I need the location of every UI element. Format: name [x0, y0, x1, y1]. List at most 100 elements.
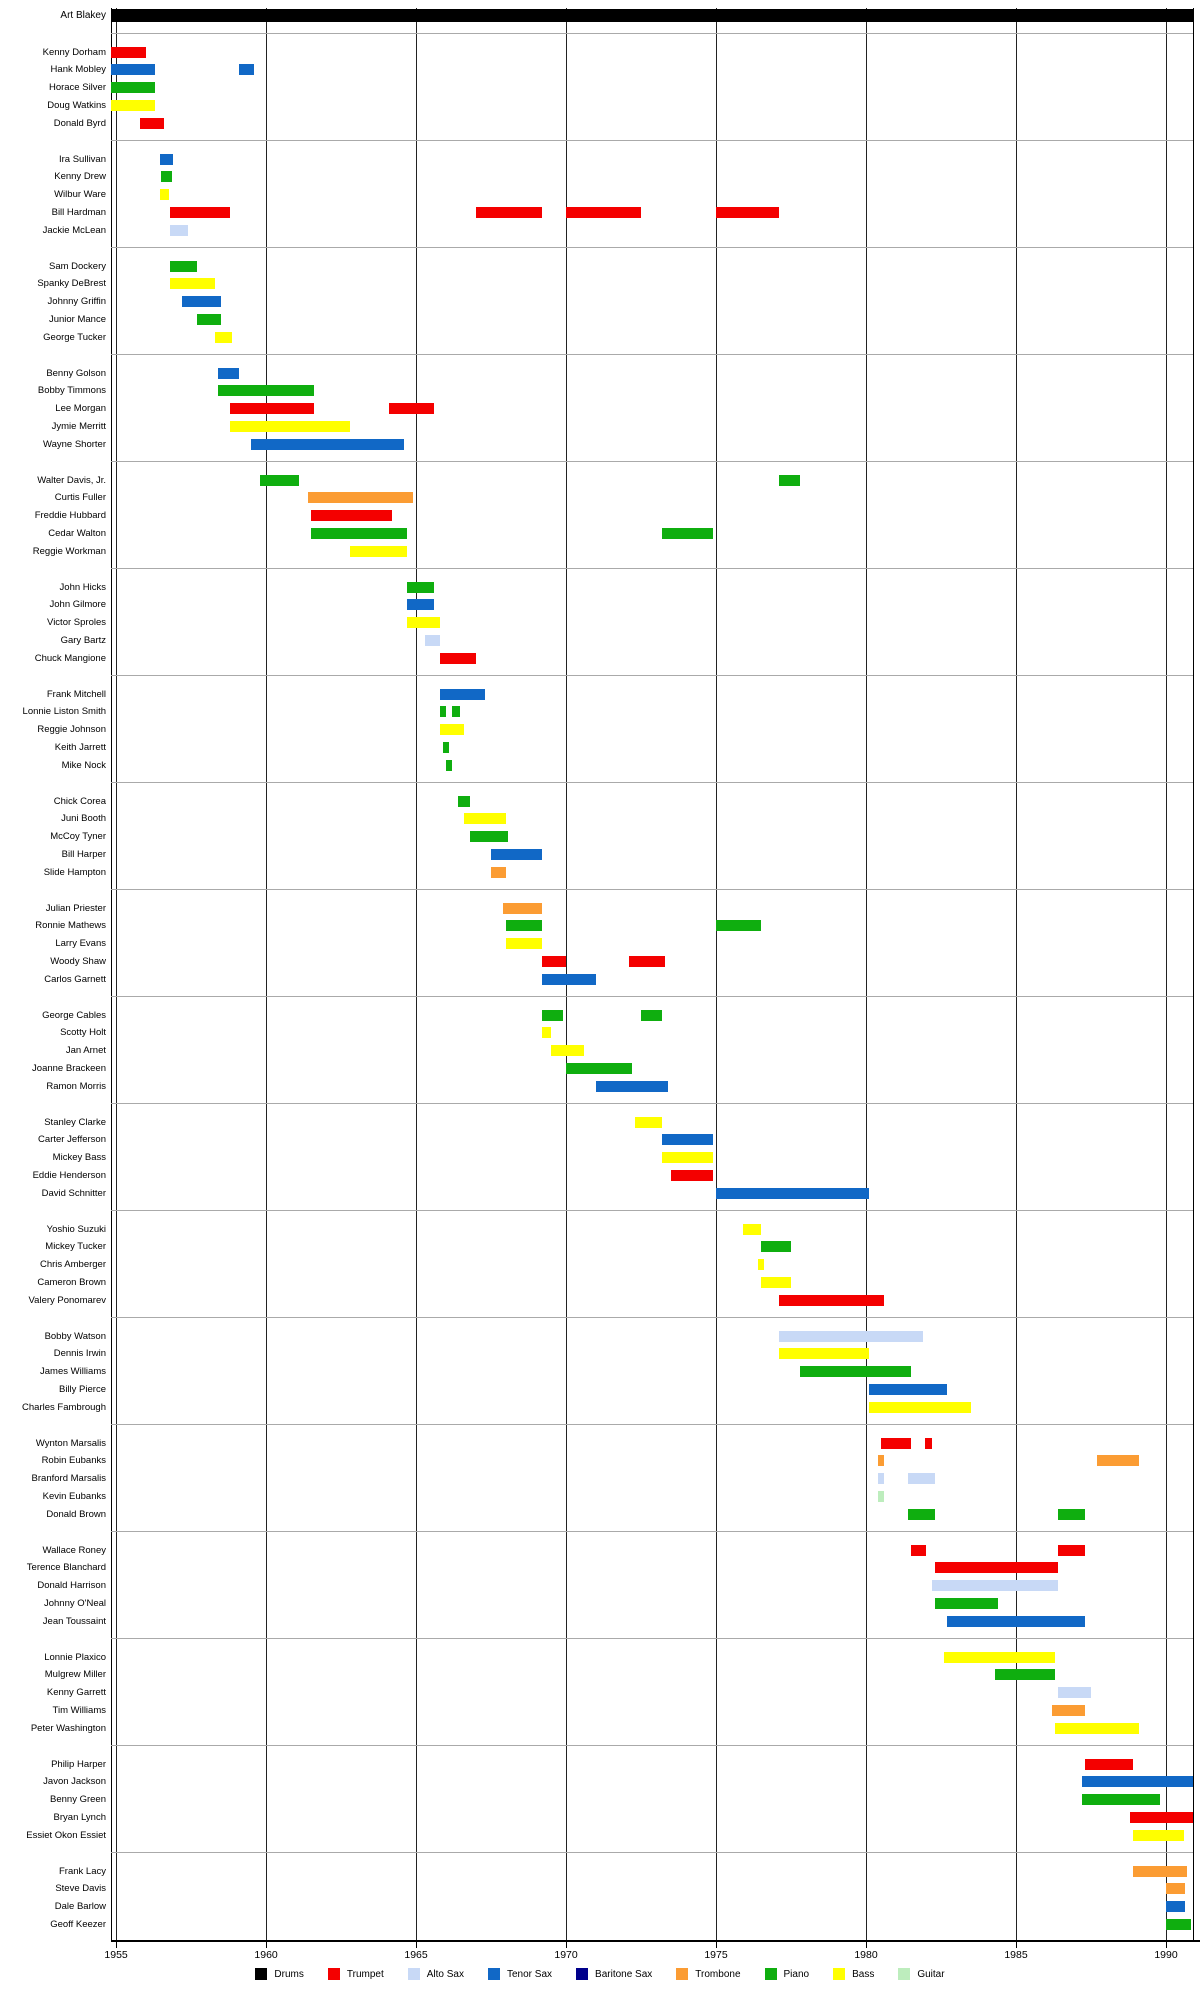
legend: Drums Trumpet Alto Sax Tenor Sax Baritone Sa… — [0, 1968, 1200, 1980]
timeline-bar-tenor — [1166, 1901, 1186, 1913]
member-row-label: Doug Watkins — [47, 99, 106, 111]
group-separator-2 — [111, 247, 1193, 248]
legend-item-guitar: Guitar — [898, 1968, 945, 1980]
member-row-label: Donald Harrison — [37, 1580, 106, 1592]
x-axis-tick-1975 — [716, 1940, 718, 1948]
plot-left-border — [111, 8, 112, 1940]
timeline-bar-bass — [551, 1045, 585, 1057]
timeline-bar-alto — [1058, 1687, 1091, 1699]
timeline-bar-trumpet — [140, 117, 165, 129]
x-axis-tick-label: 1985 — [1004, 1949, 1028, 1961]
group-separator-1 — [111, 140, 1193, 141]
member-row-label: Sam Dockery — [48, 260, 106, 272]
timeline-bar-trumpet — [476, 206, 543, 218]
member-row-label: McCoy Tyner — [50, 831, 106, 843]
x-axis-tick-1985 — [1016, 1940, 1018, 1948]
timeline-bar-piano — [161, 171, 172, 183]
member-row-label: Cedar Walton — [48, 527, 106, 539]
group-separator-11 — [111, 1210, 1193, 1211]
group-separator-16 — [111, 1745, 1193, 1746]
group-separator-4 — [111, 461, 1193, 462]
timeline-bar-trumpet — [542, 955, 567, 967]
timeline-bar-alto — [878, 1473, 884, 1485]
legend-label: Bass — [852, 1968, 875, 1980]
timeline-bar-bass — [635, 1116, 663, 1128]
member-row-label: Jackie McLean — [42, 224, 106, 236]
member-row-label: Spanky DeBrest — [37, 278, 106, 290]
timeline-bar-piano — [542, 1009, 564, 1021]
timeline-bar-bass — [743, 1223, 762, 1235]
group-separator-17 — [111, 1852, 1193, 1853]
x-axis-tick-label: 1980 — [854, 1949, 878, 1961]
timeline-bar-piano — [407, 581, 435, 593]
member-row-label: Walter Davis, Jr. — [37, 474, 106, 486]
member-row-label: Dale Barlow — [54, 1901, 106, 1913]
timeline-bar-trumpet — [924, 1437, 932, 1449]
member-row-label: Chick Corea — [53, 795, 106, 807]
timeline-bar-trumpet — [1085, 1758, 1133, 1770]
legend-label: Trumpet — [346, 1968, 384, 1980]
legend-item-trombone: Trombone — [676, 1968, 741, 1980]
member-row-label: David Schnitter — [41, 1187, 106, 1199]
member-row-label: Wilbur Ware — [54, 189, 106, 201]
timeline-bar-piano — [111, 82, 156, 94]
legend-swatch-tenor — [488, 1968, 500, 1980]
legend-label: Trombone — [695, 1968, 741, 1980]
member-row-label: Robin Eubanks — [41, 1455, 106, 1467]
member-row-label: Steve Davis — [55, 1883, 106, 1895]
timeline-bar-trumpet — [389, 403, 435, 415]
member-row-label: Javon Jackson — [43, 1776, 106, 1788]
timeline-bar-piano — [995, 1669, 1055, 1681]
legend-item-piano: Piano — [764, 1968, 809, 1980]
timeline-bar-piano — [458, 795, 471, 807]
member-row-label: Charles Fambrough — [22, 1401, 106, 1413]
timeline-bar-tenor — [947, 1615, 1085, 1627]
timeline-bar-trombone — [491, 866, 507, 878]
member-row-label: Kevin Eubanks — [42, 1490, 106, 1502]
timeline-bar-piano — [1166, 1918, 1192, 1930]
member-row-label: Reggie Workman — [32, 545, 106, 557]
member-row-label: Curtis Fuller — [54, 492, 106, 504]
timeline-bar-alto — [170, 224, 189, 236]
timeline-bar-tenor — [1082, 1776, 1193, 1788]
member-row-label: Terence Blanchard — [26, 1562, 106, 1574]
timeline-bar-guitar — [878, 1490, 884, 1502]
member-row-label: Chris Amberger — [40, 1259, 106, 1271]
member-row-label: Bryan Lynch — [53, 1811, 106, 1823]
x-axis-tick-1960 — [266, 1940, 268, 1948]
timeline-bar-tenor — [407, 599, 435, 611]
member-row-label: Stanley Clarke — [44, 1116, 106, 1128]
timeline-bar-trumpet — [671, 1169, 714, 1181]
group-separator-9 — [111, 996, 1193, 997]
timeline-bar-piano — [452, 706, 460, 718]
member-row-label: Lee Morgan — [55, 403, 106, 415]
x-axis-tick-label: 1960 — [254, 1949, 278, 1961]
member-row-label: Mickey Bass — [52, 1152, 106, 1164]
member-row-label: Scotty Holt — [60, 1027, 106, 1039]
group-separator-13 — [111, 1424, 1193, 1425]
member-row-label: Tim Williams — [52, 1704, 106, 1716]
timeline-bar-trombone — [503, 902, 543, 914]
group-separator-10 — [111, 1103, 1193, 1104]
member-row-label: Julian Priester — [45, 902, 106, 914]
member-row-label: Joanne Brackeen — [32, 1062, 106, 1074]
timeline-bar-piano — [311, 527, 408, 539]
timeline-bar-piano — [440, 706, 447, 718]
member-row-label: Horace Silver — [48, 82, 106, 94]
timeline-bar-bass — [170, 278, 216, 290]
timeline-bar-piano — [506, 920, 543, 932]
legend-item-trumpet: Trumpet — [327, 1968, 384, 1980]
timeline-bar-alto — [779, 1330, 924, 1342]
group-separator-5 — [111, 568, 1193, 569]
member-row-label: Lonnie Liston Smith — [22, 706, 106, 718]
timeline-bar-bass — [407, 617, 441, 629]
member-row-label: George Cables — [42, 1009, 106, 1021]
timeline-bar-piano — [1058, 1508, 1085, 1520]
member-row-label: Benny Green — [50, 1794, 106, 1806]
timeline-bar-tenor — [716, 1187, 870, 1199]
member-row-label: Philip Harper — [51, 1758, 106, 1770]
timeline-bar-tenor — [440, 688, 486, 700]
member-row-label: Wayne Shorter — [42, 438, 106, 450]
member-row-label: George Tucker — [43, 331, 106, 343]
member-row-label: Frank Lacy — [59, 1865, 106, 1877]
